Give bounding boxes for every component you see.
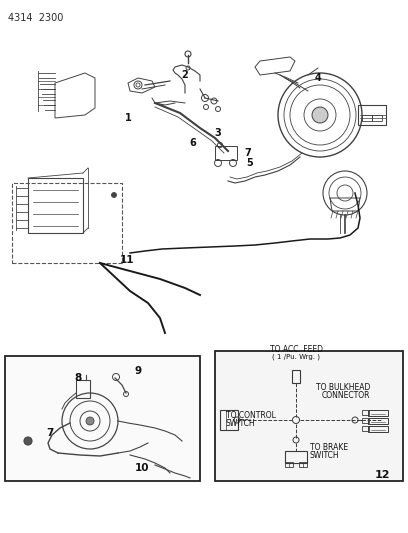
Bar	[292, 370, 300, 383]
Text: 7: 7	[47, 428, 54, 438]
Text: 5: 5	[246, 158, 253, 168]
Circle shape	[86, 417, 94, 425]
Text: SWITCH: SWITCH	[310, 450, 339, 459]
Text: 12: 12	[375, 470, 390, 480]
Circle shape	[24, 437, 32, 445]
Bar	[285, 451, 307, 463]
Bar	[368, 410, 388, 416]
Text: 1: 1	[124, 113, 131, 123]
Text: 10: 10	[135, 463, 149, 473]
Bar	[299, 462, 307, 467]
Bar	[368, 426, 388, 432]
Circle shape	[312, 107, 328, 123]
Text: 11: 11	[120, 255, 135, 265]
Text: 3: 3	[215, 128, 222, 138]
Bar	[372, 115, 382, 121]
Bar	[285, 462, 293, 467]
Text: 8: 8	[74, 373, 82, 383]
Text: 4314  2300: 4314 2300	[8, 13, 63, 23]
Bar	[362, 418, 369, 423]
Text: CONNECTOR: CONNECTOR	[322, 391, 370, 400]
Text: ( 1 /Pu. Wrg. ): ( 1 /Pu. Wrg. )	[272, 354, 320, 360]
Bar	[215, 351, 403, 481]
Text: 7: 7	[245, 148, 251, 158]
Bar	[358, 105, 386, 125]
Bar	[368, 418, 388, 424]
Text: TO BULKHEAD: TO BULKHEAD	[316, 383, 370, 392]
Bar	[220, 410, 238, 430]
Text: 4: 4	[315, 73, 322, 83]
Bar	[362, 115, 372, 121]
Bar	[12, 183, 122, 263]
Text: 2: 2	[182, 70, 188, 80]
Circle shape	[111, 192, 117, 198]
Text: TO CONTROL: TO CONTROL	[226, 410, 276, 419]
Text: 9: 9	[135, 366, 142, 376]
Bar	[215, 146, 237, 160]
Text: TO ACC. FEED: TO ACC. FEED	[270, 344, 322, 353]
Bar	[76, 380, 90, 398]
Text: 6: 6	[190, 138, 196, 148]
Bar	[5, 356, 200, 481]
Bar	[362, 426, 369, 431]
Text: TO BRAKE: TO BRAKE	[310, 442, 348, 451]
Bar	[28, 178, 83, 233]
Text: SWITCH: SWITCH	[226, 418, 256, 427]
Bar	[362, 410, 369, 415]
